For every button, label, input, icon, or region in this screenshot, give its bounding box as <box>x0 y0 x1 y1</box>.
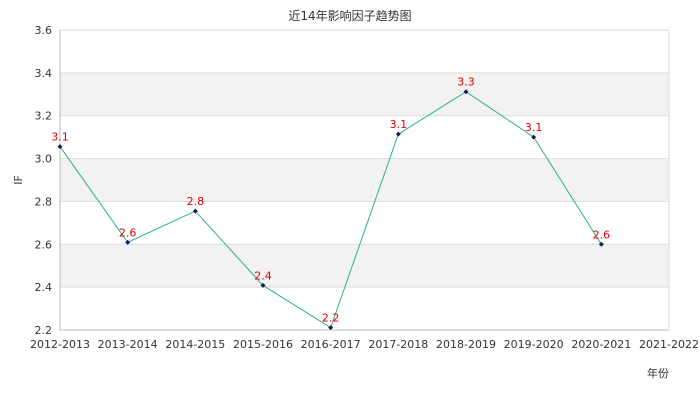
x-tick-label: 2021-2022 <box>639 338 699 351</box>
y-tick-label: 3.2 <box>35 110 53 123</box>
data-point <box>260 282 266 288</box>
y-tick-label: 2.4 <box>35 281 53 294</box>
data-label: 2.4 <box>254 269 272 282</box>
x-tick-label: 2018-2019 <box>436 338 496 351</box>
series-line <box>59 91 602 329</box>
data-point <box>395 131 401 137</box>
data-point <box>57 144 63 150</box>
y-tick-label: 2.6 <box>35 238 53 251</box>
chart-title: 近14年影响因子趋势图 <box>288 8 411 23</box>
x-tick-label: 2016-2017 <box>301 338 361 351</box>
x-tick-label: 2013-2014 <box>98 338 158 351</box>
data-point <box>328 325 334 331</box>
data-label: 3.1 <box>51 131 69 144</box>
data-label: 3.3 <box>457 76 475 89</box>
data-labels: 3.1 2.6 2.8 2.4 2.2 3.1 3.3 3.1 2.6 <box>51 76 610 325</box>
x-tick-label: 2014-2015 <box>165 338 225 351</box>
y-axis-label: IF <box>12 175 25 185</box>
y-tick-label: 3.4 <box>35 67 53 80</box>
series-polyline <box>59 91 602 329</box>
data-point <box>598 241 604 247</box>
x-tick-label: 2015-2016 <box>233 338 293 351</box>
x-tick-labels: 2012-2013 2013-2014 2014-2015 2015-2016 2016… <box>30 338 699 351</box>
x-tick-label: 2012-2013 <box>30 338 90 351</box>
plot-bands <box>60 72 669 288</box>
axes <box>59 30 670 331</box>
y-tick-label: 3.6 <box>35 24 53 37</box>
grid-lines <box>60 29 669 331</box>
data-point <box>463 89 469 95</box>
data-label: 3.1 <box>390 118 408 131</box>
y-tick-label: 2.8 <box>35 195 53 208</box>
data-point <box>192 208 198 214</box>
data-point <box>531 134 537 140</box>
data-points <box>57 89 604 331</box>
y-tick-label: 3.0 <box>35 153 53 166</box>
data-label: 2.6 <box>119 226 137 239</box>
data-label: 2.2 <box>322 312 340 325</box>
x-tick-label: 2019-2020 <box>504 338 564 351</box>
data-point <box>125 239 131 245</box>
x-axis-label: 年份 <box>647 366 669 380</box>
plot-band <box>60 158 669 202</box>
y-tick-labels: 2.2 2.4 2.6 2.8 3.0 3.2 3.4 3.6 <box>35 24 53 337</box>
y-tick-label: 2.2 <box>35 324 53 337</box>
plot-band <box>60 244 669 288</box>
data-label: 2.8 <box>187 195 205 208</box>
x-tick-label: 2020-2021 <box>571 338 631 351</box>
x-tick-label: 2017-2018 <box>368 338 428 351</box>
plot-band <box>60 72 669 116</box>
data-label: 3.1 <box>525 121 543 134</box>
data-label: 2.6 <box>593 228 611 241</box>
